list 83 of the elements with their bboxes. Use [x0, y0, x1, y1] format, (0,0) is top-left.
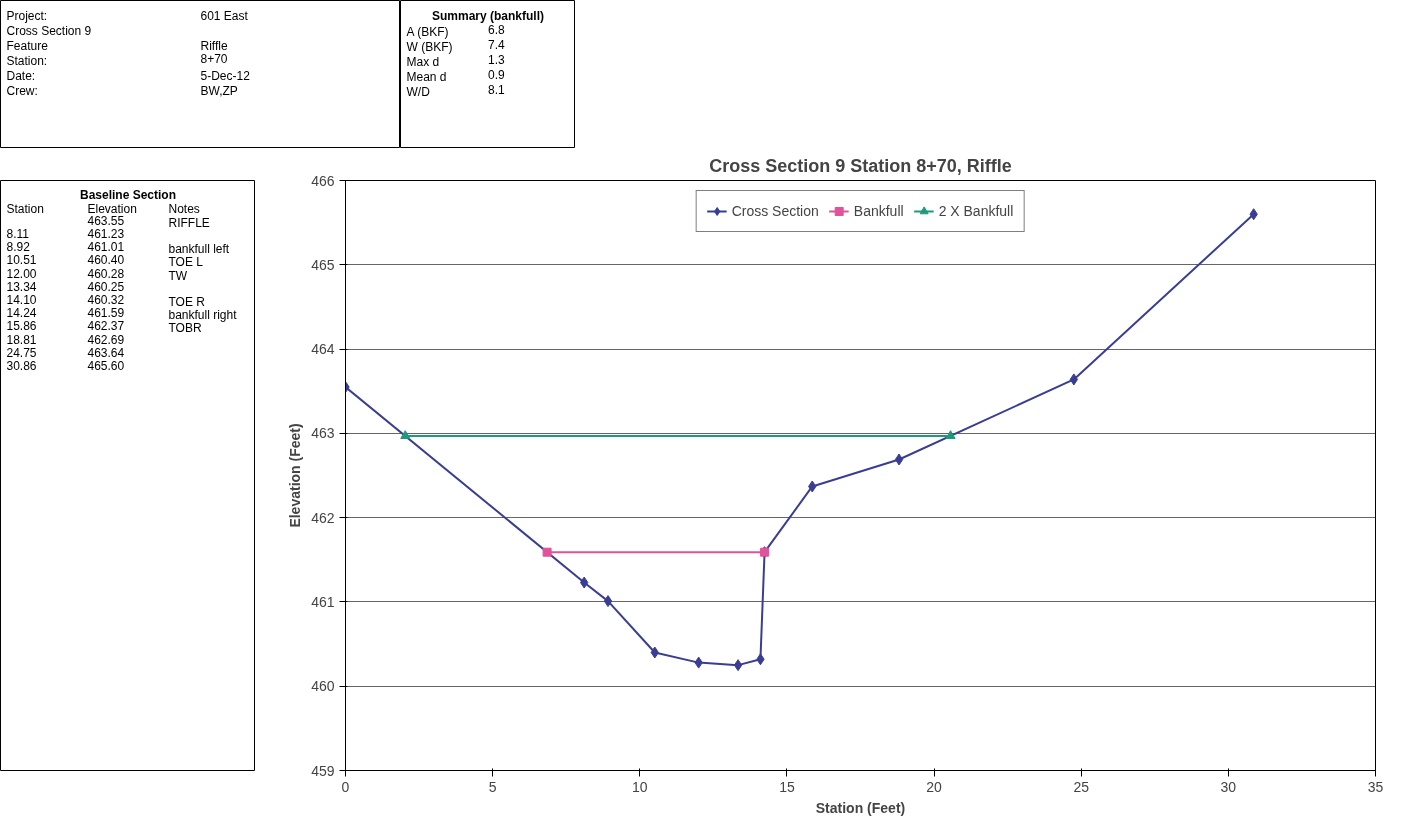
text: 461.01	[87, 240, 125, 255]
legend-label: 2 X Bankfull	[938, 203, 1014, 219]
text: 463.55	[87, 213, 125, 228]
text: Project:	[6, 8, 48, 23]
legend-label: Bankfull	[853, 203, 904, 219]
x-tick-label: 20	[926, 778, 943, 795]
text: 460.40	[87, 253, 125, 268]
text: 0.9	[488, 67, 506, 82]
text: 601 East	[200, 8, 249, 23]
y-axis-title: Elevation (Feet)	[287, 423, 304, 528]
text: 5-Dec-12	[200, 68, 251, 83]
text: Riffle	[200, 38, 228, 53]
text: 12.00	[6, 266, 37, 281]
y-tick-label: 464	[311, 341, 335, 358]
x-tick-label: 15	[779, 778, 795, 795]
x-tick-label: 5	[488, 778, 497, 795]
text: BW,ZP	[200, 83, 238, 98]
text: 14.24	[6, 306, 37, 321]
text: 10.51	[6, 253, 37, 268]
point	[733, 659, 743, 672]
text: Crew:	[6, 83, 38, 98]
text: 18.81	[6, 332, 37, 347]
text: 30.86	[6, 359, 37, 374]
text: 460.28	[87, 266, 125, 281]
text: Feature	[6, 38, 49, 53]
x-axis-title: Station (Feet)	[815, 799, 906, 816]
text: 465.60	[87, 359, 125, 374]
text: Mean d	[406, 69, 447, 84]
y-tick-label: 459	[311, 762, 335, 779]
text: 14.10	[6, 292, 37, 307]
text: 8+70	[200, 51, 228, 66]
text: Baseline Section	[79, 187, 177, 202]
point	[1069, 373, 1079, 386]
text: Max d	[406, 54, 440, 69]
text: 461.23	[87, 226, 125, 241]
category-label: Elevation	[87, 201, 137, 216]
y-tick-label: 462	[311, 509, 335, 526]
text: 8.92	[6, 240, 31, 255]
x-tick-label: 30	[1220, 778, 1237, 795]
text: W/D	[406, 84, 431, 99]
y-tick-label: 465	[311, 256, 335, 273]
y-tick-label: 466	[311, 172, 335, 189]
text: Date:	[6, 68, 36, 83]
text: 462.69	[87, 332, 125, 347]
point	[894, 453, 904, 466]
text: 15.86	[6, 319, 37, 334]
chart-title: Cross Section 9 Station 8+70, Riffle	[709, 155, 1012, 176]
text: 13.34	[6, 279, 37, 294]
x-tick-label: 10	[632, 778, 648, 795]
legend-label: Cross Section	[731, 203, 819, 219]
point	[542, 547, 552, 557]
text: 8.11	[6, 226, 30, 241]
category-label: Station	[6, 201, 44, 216]
text: 7.4	[488, 37, 506, 52]
text: W (BKF)	[406, 39, 453, 54]
text: bankfull left	[168, 242, 230, 257]
text: 462.37	[87, 319, 125, 334]
text: RIFFLE	[168, 215, 210, 230]
text: 1.3	[488, 52, 506, 67]
text: 460.25	[87, 279, 125, 294]
x-tick-label: 25	[1073, 778, 1090, 795]
y-tick-label: 461	[311, 593, 335, 610]
text: 24.75	[6, 345, 37, 360]
text: 460.32	[87, 292, 125, 307]
text: TW	[168, 268, 188, 283]
text: TOBR	[168, 321, 202, 336]
category-label: Notes	[168, 201, 200, 216]
text: Cross Section 9	[6, 23, 92, 38]
text: bankfull right	[168, 308, 238, 323]
text: 463.64	[87, 345, 125, 360]
x-tick-label: 0	[341, 778, 350, 795]
text: Station:	[6, 53, 48, 68]
text: 8.1	[488, 82, 506, 97]
y-tick-label: 460	[311, 678, 335, 695]
y-tick-label: 463	[311, 425, 335, 442]
text: TOE L	[168, 255, 204, 270]
text: A (BKF)	[406, 24, 449, 39]
x-tick-label: 35	[1367, 778, 1384, 795]
text: TOE R	[168, 294, 206, 309]
point	[603, 595, 613, 608]
text: 6.8	[488, 22, 506, 37]
text: Summary (bankfull)	[431, 8, 545, 23]
text: 461.59	[87, 306, 125, 321]
